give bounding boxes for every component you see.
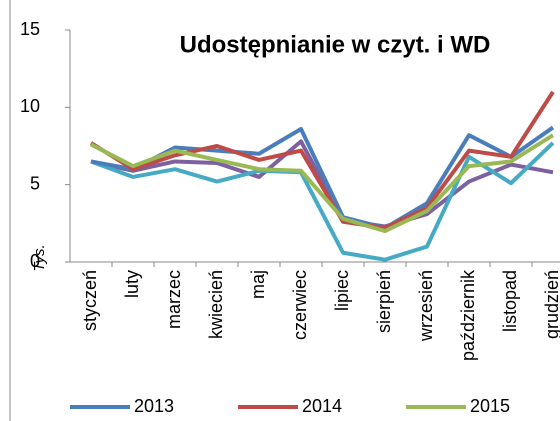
x-tick-label: maj	[248, 270, 268, 299]
x-tick-label: październik	[458, 269, 478, 361]
y-axis-label: Tys.	[31, 244, 48, 271]
x-tick-label: sierpień	[374, 270, 394, 333]
x-tick-label: luty	[122, 270, 142, 298]
y-tick-label: 0	[30, 251, 40, 271]
legend-label: 2014	[302, 396, 342, 416]
legend-label: 2015	[470, 396, 510, 416]
x-tick-label: kwiecień	[206, 270, 226, 339]
legend-label: 2013	[134, 396, 174, 416]
y-tick-label: 10	[20, 96, 40, 116]
x-tick-label: czerwiec	[290, 270, 310, 340]
series-line	[89, 90, 555, 230]
x-tick-label: grudzień	[542, 270, 560, 339]
series-line	[90, 141, 555, 262]
series-line	[90, 133, 555, 234]
x-tick-label: lipiec	[332, 270, 352, 311]
series-line	[90, 139, 554, 229]
y-tick-label: 15	[20, 19, 40, 39]
x-tick-label: listopad	[500, 270, 520, 332]
x-tick-label: wrzesień	[416, 270, 436, 342]
y-tick-label: 5	[30, 173, 40, 193]
x-tick-label: marzec	[164, 270, 184, 329]
chart-title: Udostępnianie w czyt. i WD	[180, 31, 491, 58]
x-tick-label: styczeń	[80, 270, 100, 331]
